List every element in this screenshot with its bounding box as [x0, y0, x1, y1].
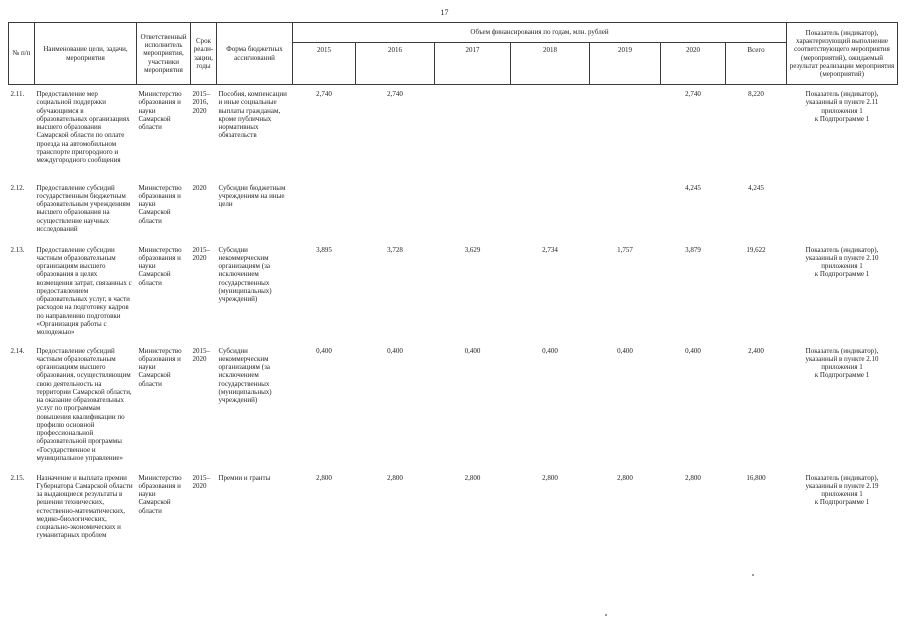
cell-2017: 2,800	[464, 473, 481, 482]
cell-period: 2015–2020	[192, 245, 211, 262]
cell-indicator	[787, 179, 898, 241]
header-name: Наименование цели, задачи, мероприятия	[34, 22, 137, 85]
cell-2017: 0,400	[464, 346, 481, 355]
cell-2018: 2,800	[542, 473, 558, 482]
cell-2016: 2,800	[387, 473, 403, 482]
header-period: Срок реали- зации, годы	[190, 22, 217, 85]
cell-2017	[435, 179, 511, 241]
cell-2016: 3,728	[387, 245, 403, 254]
cell-2020: 2,800	[685, 473, 701, 482]
cell-period: 2020	[192, 183, 207, 192]
cell-2015	[293, 179, 356, 241]
table-body: 2.11. Предоставление мер социальной подд…	[9, 85, 898, 561]
cell-executor: Министерство образования и науки Самарск…	[138, 245, 182, 287]
header-row-top: № п/п Наименование цели, задачи, меропри…	[8, 22, 898, 85]
cell-total: 2,400	[748, 346, 764, 355]
cell-indicator: Показатель (индикатор), указанный в пунк…	[805, 245, 879, 279]
cell-2015: 2,800	[316, 473, 332, 482]
scan-speck	[752, 574, 754, 576]
table-row: 2.14. Предоставление субсидий частным об…	[9, 342, 898, 469]
header-num: № п/п	[8, 22, 35, 85]
cell-period: 2015–2016, 2020	[192, 90, 211, 115]
header-form: Форма бюджетных ассигнований	[216, 22, 293, 85]
cell-2020: 3,879	[685, 245, 701, 254]
header-year-2020: 2020	[660, 42, 726, 85]
cell-total: 19,622	[746, 245, 766, 254]
cell-2020: 0,400	[685, 346, 701, 355]
cell-executor: Министерство образования и науки Самарск…	[138, 346, 182, 388]
cell-2018	[511, 85, 590, 179]
cell-2018: 2,734	[542, 245, 558, 254]
cell-2017	[435, 85, 511, 179]
header-year-2018: 2018	[510, 42, 590, 85]
cell-name: Предоставление субсидии частным образова…	[36, 245, 132, 337]
cell-2020: 4,245	[685, 183, 701, 192]
header-funding-span: Объем финансирования по годам, млн. рубл…	[292, 22, 787, 43]
cell-2019: 1,757	[617, 245, 633, 254]
cell-period: 2015–2020	[192, 346, 211, 363]
header-year-2015: 2015	[292, 42, 356, 85]
cell-num: 2.11.	[10, 90, 25, 98]
cell-num: 2.14.	[10, 346, 25, 355]
cell-2016: 2,740	[387, 90, 403, 98]
cell-2015: 2,740	[316, 90, 332, 98]
cell-period: 2015–2020	[192, 473, 211, 490]
cell-name: Предоставление субсидий государственным …	[36, 183, 131, 233]
cell-2015: 3,895	[316, 245, 332, 254]
cell-num: 2.12.	[10, 183, 25, 192]
cell-name: Предоставление субсидий частным образова…	[36, 346, 132, 462]
cell-executor: Министерство образования и науки Самарск…	[138, 183, 182, 225]
cell-name: Предоставление мер социальной поддержки …	[36, 90, 130, 164]
header-year-2017: 2017	[434, 42, 511, 85]
table-header: № п/п Наименование цели, задачи, меропри…	[8, 22, 898, 85]
cell-name: Назначение и выплата премии Губернатора …	[36, 473, 133, 540]
cell-2019	[590, 85, 661, 179]
scan-speck	[605, 614, 607, 616]
header-year-2019: 2019	[589, 42, 661, 85]
header-year-total: Всего	[725, 42, 787, 85]
cell-2017: 3,629	[464, 245, 481, 254]
cell-2019	[590, 179, 661, 241]
cell-2015: 0,400	[316, 346, 332, 355]
cell-total: 8,220	[748, 90, 764, 98]
table-row: 2.15. Назначение и выплата премии Губерн…	[9, 469, 898, 561]
page-number: 17	[440, 8, 449, 17]
table-row: 2.13. Предоставление субсидии частным об…	[9, 241, 898, 342]
cell-2020: 2,740	[685, 90, 701, 98]
header-indicator: Показатель (индикатор), характеризующий …	[786, 22, 898, 85]
cell-2019: 2,800	[617, 473, 633, 482]
table-row: 2.12. Предоставление субсидий государств…	[9, 179, 898, 241]
header-executor: Ответственный исполнитель мероприятия, у…	[136, 22, 191, 85]
cell-2018	[511, 179, 590, 241]
cell-total: 16,800	[746, 473, 766, 482]
cell-2016: 0,400	[387, 346, 403, 355]
header-year-2016: 2016	[355, 42, 435, 85]
cell-form: Пособия, компенсации и иные социальные в…	[218, 90, 287, 140]
cell-executor: Министерство образования и науки Самарск…	[138, 473, 182, 515]
cell-form: Субсидии некоммерческим организациям (за…	[218, 346, 272, 405]
cell-indicator: Показатель (индикатор), указанный в пунк…	[805, 90, 879, 123]
funding-table: № п/п Наименование цели, задачи, меропри…	[8, 22, 898, 561]
cell-2016	[356, 179, 435, 241]
cell-total: 4,245	[748, 183, 764, 192]
cell-indicator: Показатель (индикатор), указанный в пунк…	[805, 346, 879, 380]
header-row-years: 2015 2016 2017 2018 2019 2020 Всего	[9, 42, 898, 85]
table-row: 2.11. Предоставление мер социальной подд…	[9, 85, 898, 179]
cell-executor: Министерство образования и науки Самарск…	[138, 90, 182, 131]
cell-num: 2.13.	[10, 245, 25, 254]
cell-2019: 0,400	[617, 346, 633, 355]
cell-indicator: Показатель (индикатор), указанный в пунк…	[805, 473, 879, 507]
cell-form: Субсидии бюджетным учреждениям на иные ц…	[218, 183, 286, 209]
cell-num: 2.15.	[10, 473, 25, 482]
cell-form: Субсидии некоммерческим организациям (за…	[218, 245, 272, 304]
cell-2018: 0,400	[542, 346, 558, 355]
cell-form: Премии и гранты	[218, 473, 271, 482]
